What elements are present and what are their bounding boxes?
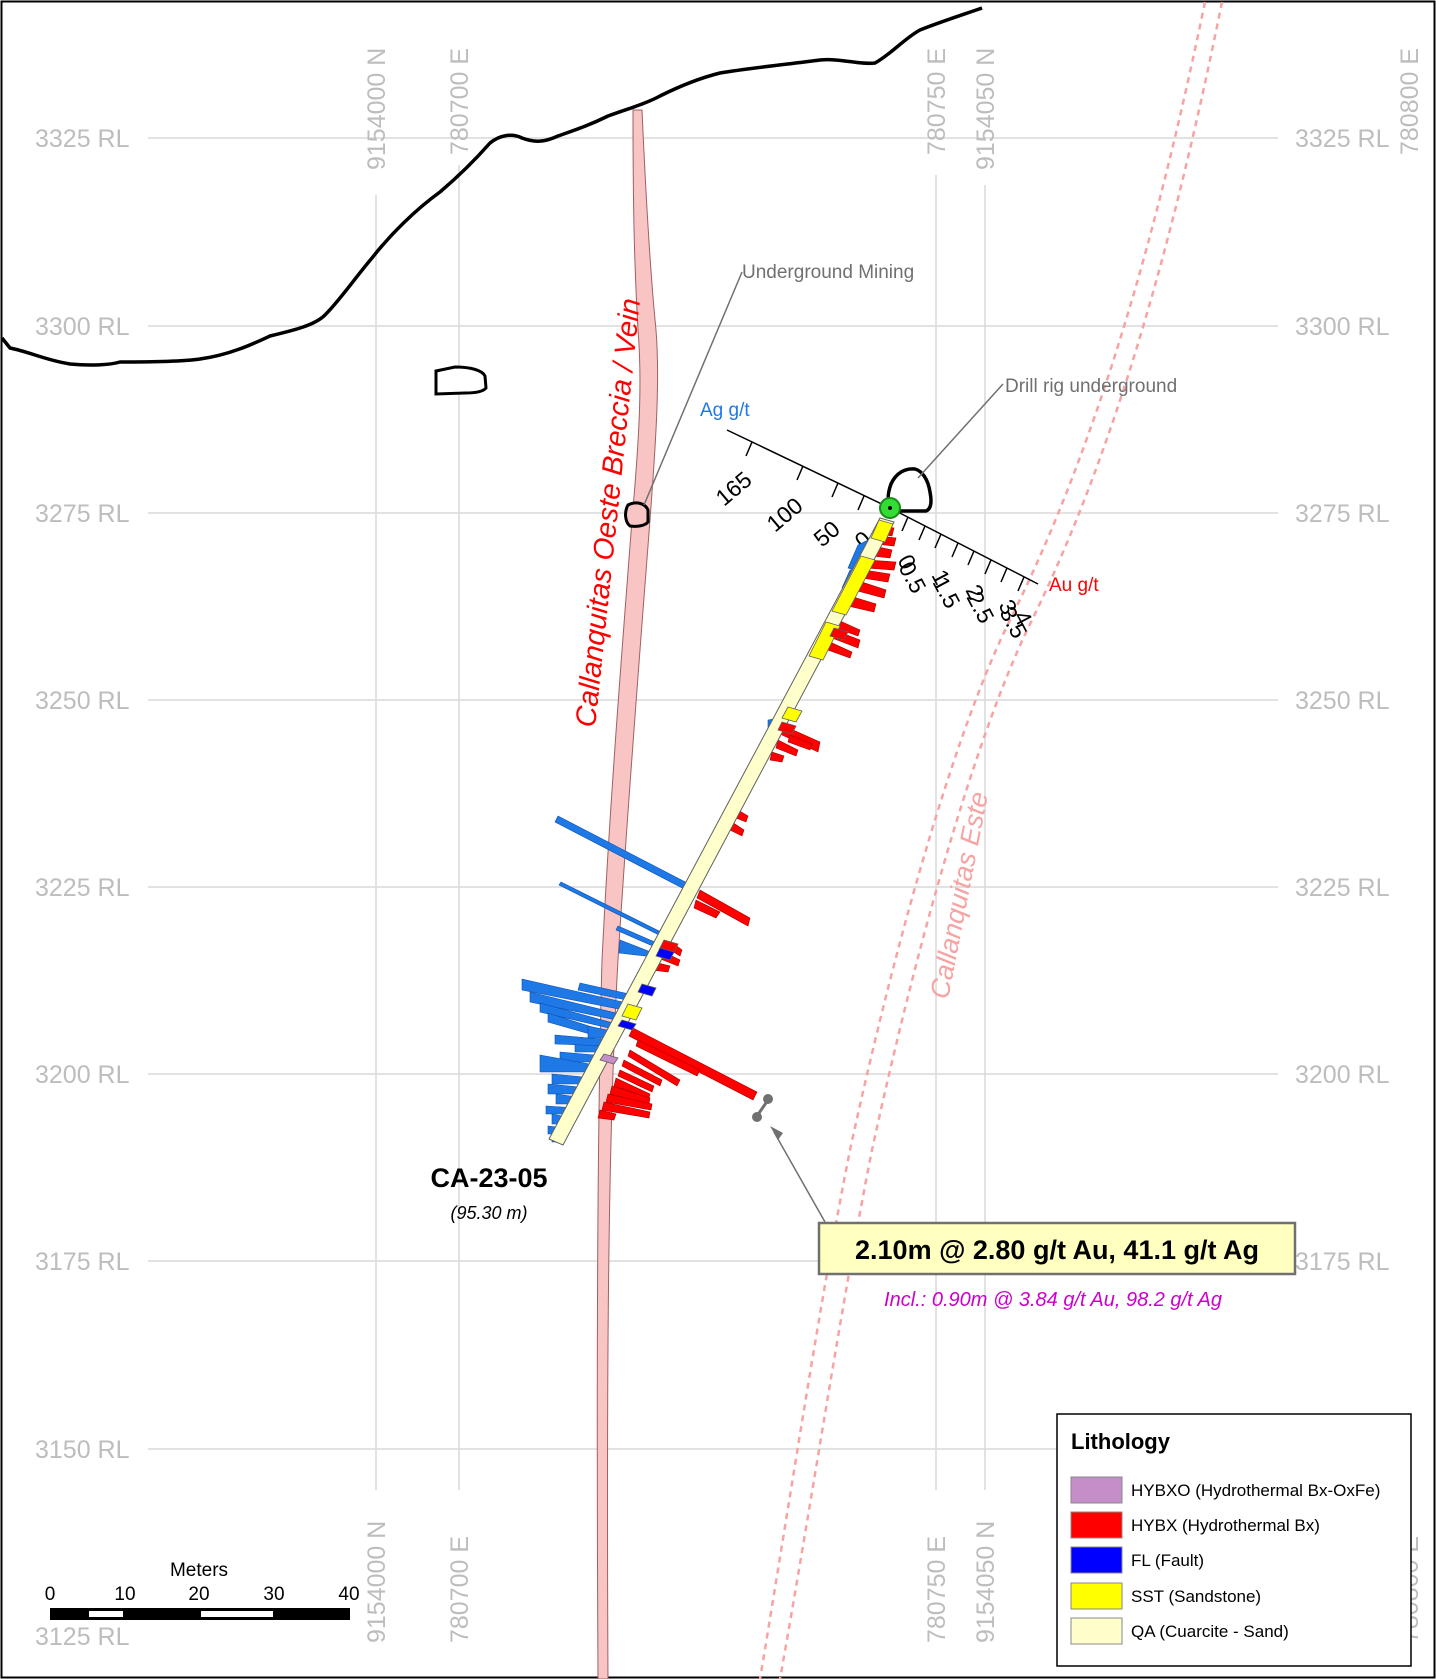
legend-item-hybxo: HYBXO (Hydrothermal Bx-OxFe) xyxy=(1070,1476,1380,1504)
au-bar xyxy=(621,1059,663,1087)
hole-qa-segment xyxy=(548,517,895,1146)
au-bar xyxy=(605,1093,653,1111)
au-histogram xyxy=(597,525,897,1121)
intercept-incl-text: Incl.: 0.90m @ 3.84 g/t Au, 98.2 g/t Ag xyxy=(884,1289,1222,1311)
rl-label: 3325 RL xyxy=(1295,125,1390,153)
vein-east xyxy=(758,1,1224,1679)
coord-label: 9154000 N xyxy=(363,1521,391,1643)
coord-label: 9154000 N xyxy=(363,48,391,170)
au-bar xyxy=(775,739,799,757)
rl-label: 3150 RL xyxy=(35,1436,130,1464)
rl-label: 3275 RL xyxy=(35,500,130,528)
rl-label: 3300 RL xyxy=(35,313,130,341)
coord-label: 780800 E xyxy=(1396,48,1424,155)
coord-label: 780750 E xyxy=(923,1536,951,1643)
coord-label: 780700 E xyxy=(446,1536,474,1643)
legend-item-label: SST (Sandstone) xyxy=(1131,1587,1261,1606)
rl-label: 3275 RL xyxy=(1295,500,1390,528)
coord-label: 9154050 N xyxy=(972,1521,1000,1643)
collar-dot xyxy=(888,506,892,510)
rl-label: 3325 RL xyxy=(35,125,130,153)
hole-sst-segment xyxy=(870,519,894,543)
au-bar xyxy=(597,1109,617,1121)
topography-line xyxy=(0,6,983,367)
leader-lines xyxy=(643,271,1004,1223)
hole-depth-label: (95.30 m) xyxy=(450,1203,527,1223)
rl-label: 3250 RL xyxy=(1295,687,1390,715)
coord-label: 780750 E xyxy=(923,48,951,155)
au-bar xyxy=(769,751,785,763)
scale-tick-label: 30 xyxy=(263,1584,284,1605)
rl-label: 3225 RL xyxy=(35,874,130,902)
legend-item-fl: FL (Fault) xyxy=(1070,1546,1204,1574)
scale-tick-label: 20 xyxy=(188,1584,209,1605)
coord-label: 780700 E xyxy=(446,48,474,155)
legend-item-qa: QA (Cuarcite - Sand) xyxy=(1070,1617,1289,1645)
rl-labels-left: 3325 RL 3300 RL 3275 RL 3250 RL 3225 RL … xyxy=(35,125,130,1651)
legend-title: Lithology xyxy=(1071,1429,1171,1454)
scale-tick-label: 10 xyxy=(114,1584,135,1605)
hole-fl-segment xyxy=(617,1019,637,1031)
intercept-box xyxy=(817,1221,1297,1276)
legend-item-hybx: HYBX (Hydrothermal Bx) xyxy=(1070,1511,1320,1539)
rl-label: 3300 RL xyxy=(1295,313,1390,341)
hole-id-label: CA-23-05 xyxy=(430,1163,547,1193)
lithology-legend: Lithology HYBXO (Hydrothermal Bx-OxFe) H… xyxy=(1056,1413,1412,1667)
rl-label: 3175 RL xyxy=(1295,1248,1390,1276)
au-bar xyxy=(693,899,721,919)
scale-tick-label: 0 xyxy=(45,1584,56,1605)
rl-labels-right: 3325 RL 3300 RL 3275 RL 3250 RL 3225 RL … xyxy=(1295,125,1390,1276)
drill-hole-trace xyxy=(548,517,895,1146)
hole-hybx-segment xyxy=(777,721,797,735)
hole-hybx-segment xyxy=(829,627,849,641)
legend-item-label: HYBX (Hydrothermal Bx) xyxy=(1131,1516,1320,1535)
underground-void xyxy=(434,365,488,396)
hole-fl-segment xyxy=(655,947,675,961)
au-axis xyxy=(889,507,1039,592)
legend-item-label: FL (Fault) xyxy=(1131,1551,1204,1570)
rl-label: 3125 RL xyxy=(35,1623,130,1651)
coord-labels-top: 9154000 N 780700 E 780750 E 9154050 N 78… xyxy=(363,48,1424,170)
au-bar xyxy=(617,1069,655,1093)
au-axis-title: Au g/t xyxy=(1049,575,1099,596)
rl-label: 3175 RL xyxy=(35,1248,130,1276)
rl-label: 3225 RL xyxy=(1295,874,1390,902)
au-bar xyxy=(635,1039,701,1077)
legend-item-label: HYBXO (Hydrothermal Bx-OxFe) xyxy=(1131,1481,1380,1500)
intercept-main-text: 2.10m @ 2.80 g/t Au, 41.1 g/t Ag xyxy=(855,1235,1259,1265)
au-bar xyxy=(628,1027,758,1101)
rl-label: 3250 RL xyxy=(35,687,130,715)
underground-mining-void xyxy=(624,501,650,528)
hole-sst-segment xyxy=(621,1003,643,1021)
drill-rig-label: Drill rig underground xyxy=(1005,376,1177,397)
au-bar xyxy=(787,734,813,751)
coord-label: 9154050 N xyxy=(972,48,1000,170)
intercept-marker xyxy=(752,1094,773,1122)
au-bar xyxy=(627,1049,681,1087)
rl-label: 3200 RL xyxy=(1295,1061,1390,1089)
rl-label: 3200 RL xyxy=(35,1061,130,1089)
scale-title: Meters xyxy=(170,1560,228,1581)
scale-tick-label: 40 xyxy=(338,1584,359,1605)
au-bar xyxy=(601,1101,651,1119)
hole-fl-segment xyxy=(637,983,657,997)
leader-arrowhead xyxy=(770,1126,783,1140)
hole-sst-segment xyxy=(781,706,803,723)
ag-axis-title: Ag g/t xyxy=(700,400,750,421)
ag-axis xyxy=(726,429,891,511)
hole-hybxo-segment xyxy=(599,1053,619,1065)
au-bar xyxy=(696,889,751,927)
legend-item-sst: SST (Sandstone) xyxy=(1070,1582,1261,1610)
underground-mining-label: Underground Mining xyxy=(742,262,914,283)
legend-item-label: QA (Cuarcite - Sand) xyxy=(1131,1622,1289,1641)
vein-west xyxy=(596,109,659,1679)
scale-bar: Meters 0 10 20 30 40 xyxy=(45,1560,360,1620)
hole-sst-segment xyxy=(831,555,876,616)
